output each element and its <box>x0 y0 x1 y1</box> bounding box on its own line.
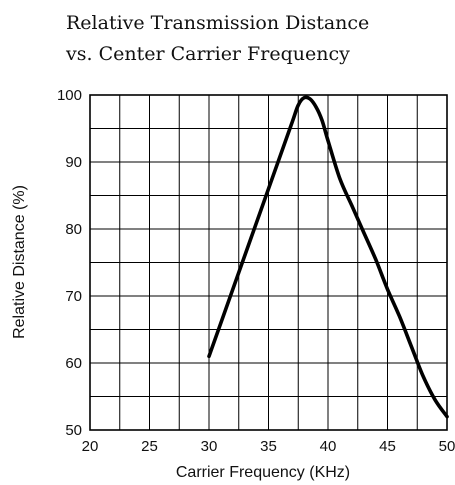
x-axis-title: Carrier Frequency (KHz) <box>176 464 350 481</box>
x-tick-label: 20 <box>82 438 99 455</box>
y-tick-label: 100 <box>57 87 82 104</box>
x-tick-label: 45 <box>379 438 396 455</box>
y-tick-label: 80 <box>65 221 82 238</box>
x-tick-label: 35 <box>260 438 277 455</box>
chart-title-line-2: vs. Center Carrier Frequency <box>65 43 350 65</box>
x-tick-label: 40 <box>320 438 337 455</box>
x-tick-labels: 20 25 30 35 40 45 50 <box>82 438 455 455</box>
x-tick-label: 30 <box>201 438 218 455</box>
chart-title-line-1: Relative Transmission Distance <box>66 12 369 34</box>
series-layer <box>207 95 449 419</box>
series-line-0 <box>207 95 449 419</box>
y-tick-label: 60 <box>65 355 82 372</box>
y-tick-label: 50 <box>65 422 82 439</box>
y-axis-title: Relative Distance (%) <box>11 185 28 339</box>
plot-frame <box>89 94 448 431</box>
x-tick-label: 25 <box>141 438 158 455</box>
y-tick-labels: 50 60 70 80 90 100 <box>57 87 82 439</box>
y-tick-label: 70 <box>65 288 82 305</box>
y-tick-label: 90 <box>65 154 82 171</box>
grid <box>90 95 447 430</box>
x-tick-label: 50 <box>439 438 455 455</box>
